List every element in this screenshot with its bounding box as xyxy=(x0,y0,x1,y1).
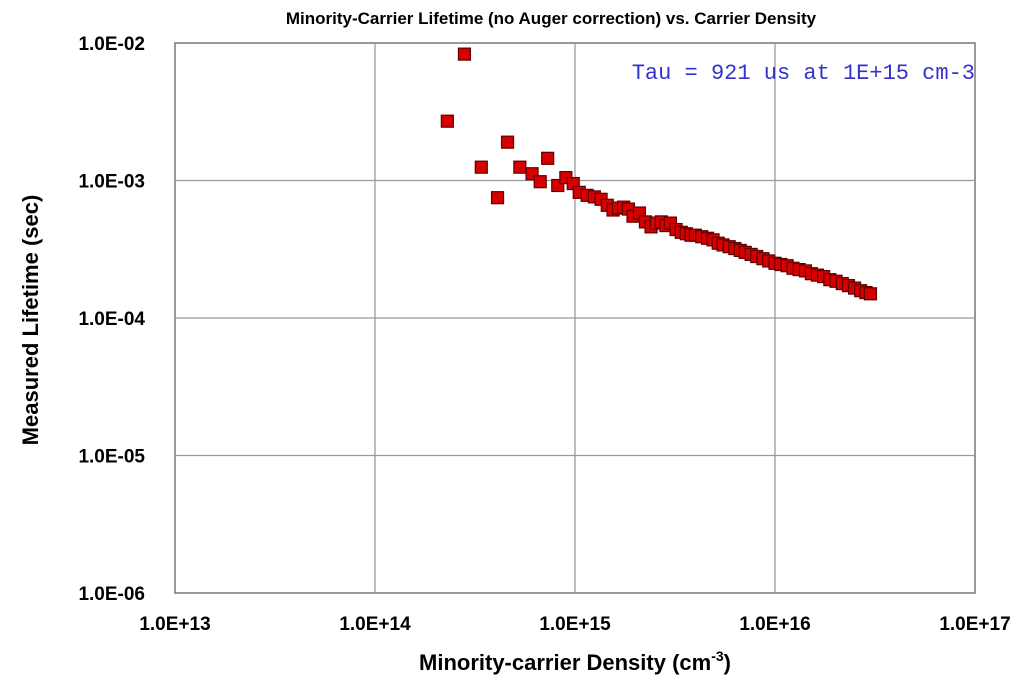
x-axis-ticks: 1.0E+13 1.0E+14 1.0E+15 1.0E+16 1.0E+17 xyxy=(139,614,1010,635)
data-point xyxy=(474,160,488,174)
y-tick-label: 1.0E-03 xyxy=(78,172,145,193)
gridlines xyxy=(175,43,975,593)
x-axis-label: Minority-carrier Density (cm-3) xyxy=(419,648,731,675)
x-axis-label-main: Minority-carrier Density (cm xyxy=(419,650,711,675)
y-axis-ticks: 1.0E-02 1.0E-03 1.0E-04 1.0E-05 1.0E-06 xyxy=(78,34,145,605)
data-point xyxy=(533,175,547,189)
x-axis-label-end: ) xyxy=(724,650,731,675)
x-tick-label: 1.0E+13 xyxy=(139,614,210,635)
x-tick-label: 1.0E+17 xyxy=(939,614,1010,635)
x-tick-label: 1.0E+15 xyxy=(539,614,611,635)
chart-title: Minority-Carrier Lifetime (no Auger corr… xyxy=(286,9,817,28)
data-point xyxy=(863,287,878,301)
data-point xyxy=(440,114,454,128)
data-point xyxy=(490,191,505,205)
y-tick-label: 1.0E-04 xyxy=(78,309,145,330)
tau-annotation: Tau = 921 us at 1E+15 cm-3 xyxy=(632,61,975,86)
data-points xyxy=(440,47,878,301)
data-point xyxy=(541,151,555,165)
y-axis-label: Measured Lifetime (sec) xyxy=(18,195,43,446)
y-tick-label: 1.0E-02 xyxy=(78,34,145,55)
y-tick-label: 1.0E-06 xyxy=(78,584,145,605)
x-tick-label: 1.0E+14 xyxy=(339,614,411,635)
data-point xyxy=(500,135,515,149)
x-tick-label: 1.0E+16 xyxy=(739,614,810,635)
data-point xyxy=(457,47,472,61)
x-axis-label-superscript: -3 xyxy=(711,648,724,664)
data-point xyxy=(513,160,527,174)
y-tick-label: 1.0E-05 xyxy=(78,447,145,468)
